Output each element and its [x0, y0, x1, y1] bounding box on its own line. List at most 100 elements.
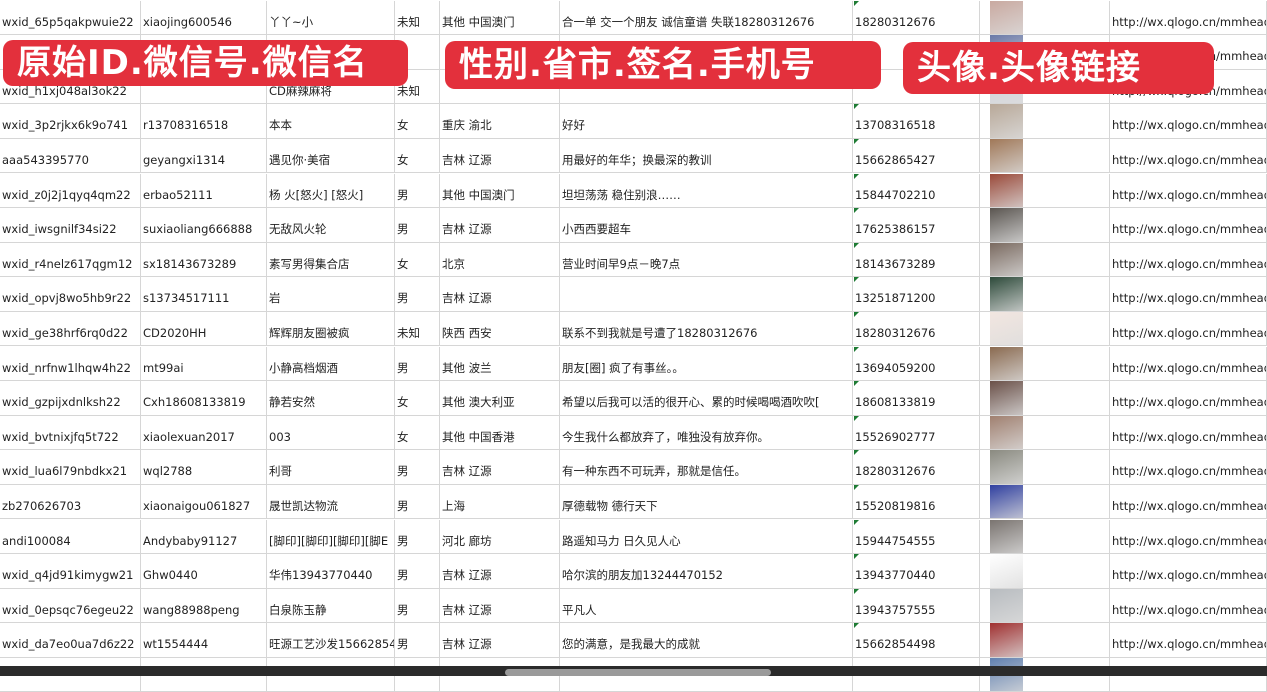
wechat-name-cell[interactable]: CD麻辣麻将: [267, 69, 395, 104]
original-id-cell[interactable]: wxid_ge38hrf6rq0d22: [0, 311, 141, 346]
wechat-name-cell[interactable]: 无敌风火轮: [267, 208, 395, 242]
gender-cell[interactable]: 男: [395, 588, 440, 623]
phone-cell[interactable]: 18143673289: [853, 242, 980, 277]
region-cell[interactable]: 河北 廊坊: [440, 519, 560, 554]
signature-cell[interactable]: 合一单 交一个朋友 诚信童谱 失联18280312676: [560, 0, 853, 35]
avatar-cell[interactable]: [980, 519, 1110, 554]
region-cell[interactable]: 吉林 辽源: [440, 588, 560, 623]
wechat-id-cell[interactable]: CD2020HH: [141, 311, 267, 346]
wechat-name-cell[interactable]: 旺源工艺沙发15662854: [267, 623, 395, 657]
signature-cell[interactable]: 联系不到我就是号遭了18280312676: [560, 311, 853, 346]
phone-cell[interactable]: 15526902777: [853, 415, 980, 450]
phone-cell[interactable]: 13251871200: [853, 277, 980, 311]
original-id-cell[interactable]: wxid_q4jd91kimygw21: [0, 554, 141, 588]
wechat-id-cell[interactable]: xiaonaigou061827: [141, 484, 267, 519]
avatar-cell[interactable]: [980, 381, 1110, 415]
signature-cell[interactable]: 厚德载物 德行天下: [560, 484, 853, 519]
signature-cell[interactable]: 您的满意，是我最大的成就: [560, 623, 853, 657]
gender-cell[interactable]: 男: [395, 519, 440, 554]
avatar-url-cell[interactable]: http://wx.qlogo.cn/mmhead: [1110, 0, 1267, 35]
original-id-cell[interactable]: wxid_bvtnixjfq5t722: [0, 415, 141, 450]
avatar-url-cell[interactable]: http://wx.qlogo.cn/mmhead: [1110, 381, 1267, 415]
wechat-name-cell[interactable]: 小静高档烟酒: [267, 346, 395, 381]
gender-cell[interactable]: 男: [395, 208, 440, 242]
signature-cell[interactable]: 路遥知马力 日久见人心: [560, 519, 853, 554]
original-id-cell[interactable]: wxid_3p2rjkx6k9o741: [0, 104, 141, 138]
original-id-cell[interactable]: zb270626703: [0, 484, 141, 519]
avatar-url-cell[interactable]: http://wx.qlogo.cn/mmhead: [1110, 484, 1267, 519]
avatar-cell[interactable]: [980, 138, 1110, 173]
phone-cell[interactable]: 13943757555: [853, 588, 980, 623]
gender-cell[interactable]: 未知: [395, 69, 440, 104]
phone-cell[interactable]: 13708316518: [853, 104, 980, 138]
avatar-url-cell[interactable]: http://wx.qlogo.cn/mmhead: [1110, 415, 1267, 450]
original-id-cell[interactable]: wxid_nrfnw1lhqw4h22: [0, 346, 141, 381]
gender-cell[interactable]: 女: [395, 138, 440, 173]
gender-cell[interactable]: 男: [395, 554, 440, 588]
region-cell[interactable]: 陕西 西安: [440, 311, 560, 346]
wechat-id-cell[interactable]: Cxh18608133819: [141, 381, 267, 415]
avatar-url-cell[interactable]: http://wx.qlogo.cn/mmhead: [1110, 208, 1267, 242]
region-cell[interactable]: 其他 澳大利亚: [440, 381, 560, 415]
wechat-name-cell[interactable]: 本本: [267, 104, 395, 138]
avatar-cell[interactable]: [980, 346, 1110, 381]
signature-cell[interactable]: 小西西要超车: [560, 208, 853, 242]
region-cell[interactable]: 北京: [440, 242, 560, 277]
phone-cell[interactable]: 15944754555: [853, 519, 980, 554]
wechat-id-cell[interactable]: xiaolexuan2017: [141, 415, 267, 450]
region-cell[interactable]: 其他 中国澳门: [440, 0, 560, 35]
signature-cell[interactable]: 有一种东西不可玩弄，那就是信任。: [560, 450, 853, 484]
avatar-cell[interactable]: [980, 415, 1110, 450]
signature-cell[interactable]: 希望以后我可以活的很开心、累的时候喝喝酒吹吹[: [560, 381, 853, 415]
region-cell[interactable]: 其他 波兰: [440, 346, 560, 381]
signature-cell[interactable]: [560, 277, 853, 311]
signature-cell[interactable]: 营业时间早9点－晚7点: [560, 242, 853, 277]
avatar-url-cell[interactable]: http://wx.qlogo.cn/mmhead: [1110, 519, 1267, 554]
wechat-name-cell[interactable]: 素写男得集合店: [267, 242, 395, 277]
wechat-id-cell[interactable]: Ghw0440: [141, 554, 267, 588]
original-id-cell[interactable]: wxid_65p5qakpwuie22: [0, 0, 141, 35]
original-id-cell[interactable]: wxid_h1xj048al3ok22: [0, 69, 141, 104]
wechat-id-cell[interactable]: wang88988peng: [141, 588, 267, 623]
region-cell[interactable]: 吉林 辽源: [440, 623, 560, 657]
avatar-url-cell[interactable]: http://wx.qlogo.cn/mmhead: [1110, 173, 1267, 208]
avatar-cell[interactable]: [980, 0, 1110, 35]
wechat-id-cell[interactable]: [141, 69, 267, 104]
original-id-cell[interactable]: wxid_gzpijxdnlksh22: [0, 381, 141, 415]
gender-cell[interactable]: 男: [395, 346, 440, 381]
gender-cell[interactable]: 女: [395, 242, 440, 277]
avatar-cell[interactable]: [980, 554, 1110, 588]
avatar-cell[interactable]: [980, 450, 1110, 484]
avatar-cell[interactable]: [980, 277, 1110, 311]
original-id-cell[interactable]: aaa543395770: [0, 138, 141, 173]
gender-cell[interactable]: 未知: [395, 0, 440, 35]
wechat-id-cell[interactable]: suxiaoliang666888: [141, 208, 267, 242]
avatar-cell[interactable]: [980, 173, 1110, 208]
avatar-url-cell[interactable]: http://wx.qlogo.cn/mmhead: [1110, 242, 1267, 277]
wechat-id-cell[interactable]: erbao52111: [141, 173, 267, 208]
avatar-url-cell[interactable]: http://wx.qlogo.cn/mmhead: [1110, 623, 1267, 657]
signature-cell[interactable]: 坦坦荡荡 稳住别浪……: [560, 173, 853, 208]
avatar-cell[interactable]: [980, 623, 1110, 657]
region-cell[interactable]: 其他 中国香港: [440, 415, 560, 450]
phone-cell[interactable]: 13694059200: [853, 346, 980, 381]
gender-cell[interactable]: 女: [395, 104, 440, 138]
avatar-cell[interactable]: [980, 311, 1110, 346]
signature-cell[interactable]: 平凡人: [560, 588, 853, 623]
region-cell[interactable]: 吉林 辽源: [440, 208, 560, 242]
original-id-cell[interactable]: wxid_z0j2j1qyq4qm22: [0, 173, 141, 208]
avatar-url-cell[interactable]: http://wx.qlogo.cn/mmhead: [1110, 346, 1267, 381]
gender-cell[interactable]: [395, 35, 440, 69]
gender-cell[interactable]: 男: [395, 450, 440, 484]
avatar-url-cell[interactable]: http://wx.qlogo.cn/mmhead: [1110, 450, 1267, 484]
wechat-id-cell[interactable]: mt99ai: [141, 346, 267, 381]
wechat-id-cell[interactable]: geyangxi1314: [141, 138, 267, 173]
region-cell[interactable]: 吉林 辽源: [440, 138, 560, 173]
wechat-id-cell[interactable]: xiaojing600546: [141, 0, 267, 35]
avatar-cell[interactable]: [980, 208, 1110, 242]
phone-cell[interactable]: 17625386157: [853, 208, 980, 242]
wechat-name-cell[interactable]: [脚印][脚印][脚印][脚E: [267, 519, 395, 554]
gender-cell[interactable]: 女: [395, 415, 440, 450]
region-cell[interactable]: 吉林 辽源: [440, 450, 560, 484]
wechat-id-cell[interactable]: wql2788: [141, 450, 267, 484]
